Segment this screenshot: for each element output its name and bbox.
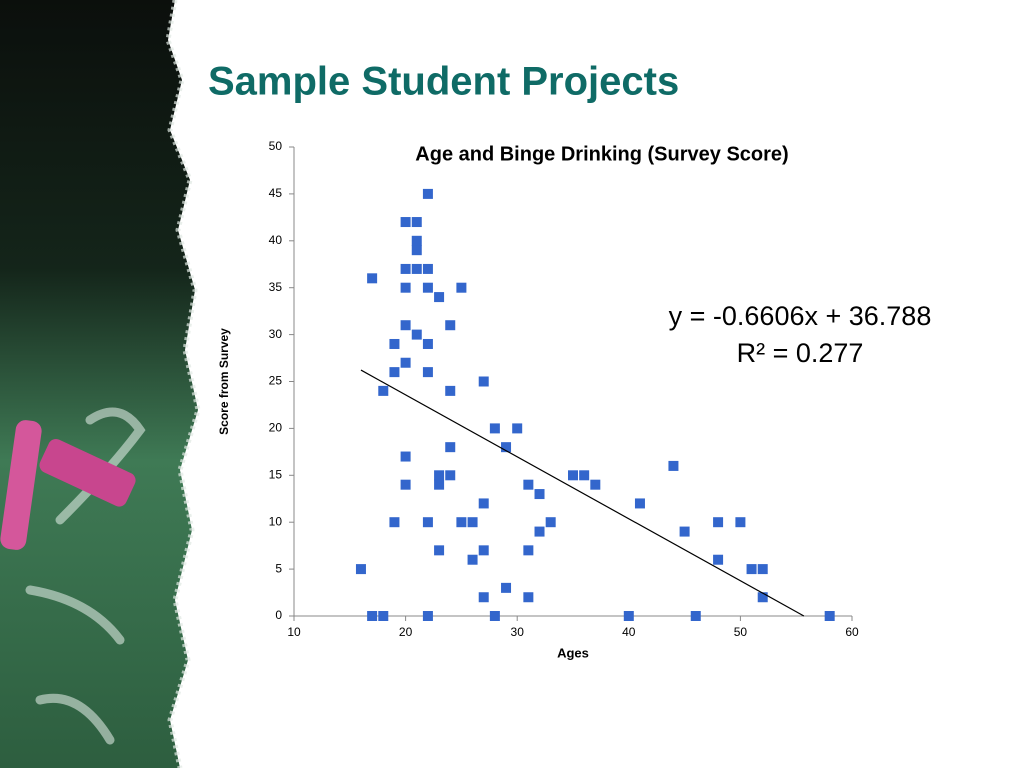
- marker: [590, 479, 601, 490]
- marker: [735, 517, 746, 528]
- marker: [679, 526, 690, 537]
- marker: [422, 611, 433, 621]
- marker: [534, 489, 545, 500]
- marker: [713, 517, 724, 528]
- marker: [400, 479, 411, 490]
- y-axis-title: Score from Survey: [217, 328, 231, 435]
- marker: [445, 320, 456, 331]
- marker: [501, 442, 512, 453]
- marker: [523, 545, 534, 556]
- trendline: [360, 369, 805, 617]
- marker: [456, 517, 467, 528]
- x-tick-label: 10: [287, 625, 301, 639]
- marker: [434, 545, 445, 556]
- marker: [400, 451, 411, 462]
- marker: [389, 517, 400, 528]
- marker: [400, 217, 411, 228]
- marker: [411, 235, 422, 246]
- marker: [634, 498, 645, 509]
- marker: [713, 554, 724, 565]
- marker: [489, 611, 500, 621]
- marker: [512, 423, 523, 434]
- y-tick-label: 15: [269, 467, 283, 481]
- y-tick-label: 30: [269, 327, 283, 341]
- marker: [400, 320, 411, 331]
- marker: [367, 273, 378, 284]
- y-tick-label: 0: [275, 608, 282, 622]
- marker: [389, 367, 400, 378]
- y-tick-label: 35: [269, 280, 283, 294]
- marker: [400, 282, 411, 293]
- marker: [411, 329, 422, 340]
- marker: [411, 217, 422, 228]
- marker: [456, 282, 467, 293]
- marker: [434, 470, 445, 481]
- x-tick-label: 30: [511, 625, 525, 639]
- x-tick-label: 50: [734, 625, 748, 639]
- marker: [568, 470, 578, 481]
- marker: [467, 517, 478, 528]
- chart-title: Age and Binge Drinking (Survey Score): [415, 143, 788, 165]
- marker: [355, 564, 366, 575]
- y-tick-label: 10: [269, 514, 283, 528]
- slide-title: Sample Student Projects: [208, 60, 679, 104]
- x-tick-label: 20: [399, 625, 413, 639]
- trendline-r2: R² = 0.277: [737, 338, 864, 368]
- marker: [489, 423, 500, 434]
- y-tick-label: 20: [269, 421, 283, 435]
- marker: [389, 338, 400, 349]
- marker: [523, 592, 534, 603]
- marker: [378, 611, 389, 621]
- marker: [367, 611, 378, 621]
- marker: [411, 245, 422, 256]
- marker: [746, 564, 757, 575]
- marker: [501, 582, 512, 593]
- chart: 0 5 10 15 20 25 30 35 40 45 50 10 20 30 40 50 60 Age and …: [217, 139, 931, 660]
- marker: [478, 592, 489, 603]
- marker: [467, 554, 478, 565]
- x-tick-label: 60: [845, 625, 859, 639]
- marker: [523, 479, 534, 490]
- marker: [445, 470, 456, 481]
- marker: [757, 592, 768, 603]
- x-tick-label: 40: [622, 625, 636, 639]
- marker: [690, 611, 701, 621]
- marker: [579, 470, 590, 481]
- y-tick-label: 5: [275, 561, 282, 575]
- marker: [422, 263, 433, 274]
- marker: [478, 545, 489, 556]
- marker: [422, 338, 433, 349]
- marker: [668, 460, 679, 471]
- marker: [422, 282, 433, 293]
- marker: [434, 479, 445, 490]
- marker: [757, 564, 768, 575]
- marker: [478, 376, 489, 387]
- marker: [434, 292, 445, 303]
- marker: [400, 263, 411, 274]
- marker: [623, 611, 634, 621]
- chalkboard-decor: [0, 0, 201, 768]
- marker: [422, 517, 433, 528]
- marker: [445, 442, 456, 453]
- y-tick-label: 25: [269, 374, 283, 388]
- marker: [400, 357, 411, 368]
- marker: [445, 385, 456, 396]
- marker: [545, 517, 556, 528]
- marker: [824, 611, 835, 621]
- trendline-equation: y = -0.6606x + 36.788: [669, 301, 932, 331]
- marker: [478, 498, 489, 509]
- marker: [534, 526, 545, 537]
- x-axis-title: Ages: [557, 645, 589, 660]
- y-tick-label: 45: [269, 186, 283, 200]
- y-tick-label: 50: [269, 139, 283, 153]
- marker: [378, 385, 389, 396]
- y-tick-label: 40: [269, 233, 283, 247]
- marker: [422, 188, 433, 199]
- marker: [411, 263, 422, 274]
- marker: [422, 367, 433, 378]
